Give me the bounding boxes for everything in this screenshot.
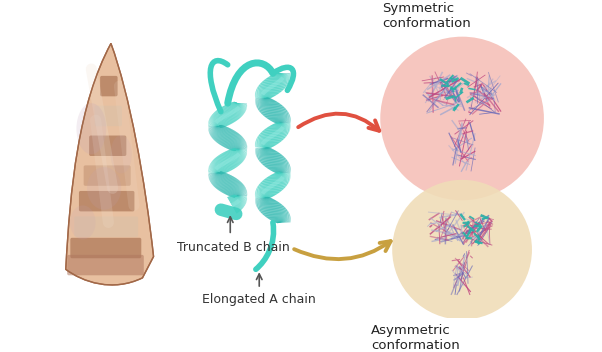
Circle shape [380,37,544,200]
Text: Elongated A chain: Elongated A chain [202,293,316,306]
FancyBboxPatch shape [74,216,138,237]
FancyBboxPatch shape [95,106,122,126]
Text: Symmetric
conformation: Symmetric conformation [382,2,471,30]
Ellipse shape [70,206,96,239]
PathPatch shape [66,44,154,285]
Text: Asymmetric
conformation: Asymmetric conformation [371,324,460,352]
FancyBboxPatch shape [100,76,117,96]
Ellipse shape [87,167,121,210]
FancyBboxPatch shape [67,255,144,275]
FancyBboxPatch shape [79,191,134,212]
Circle shape [392,180,532,320]
FancyBboxPatch shape [84,165,131,186]
Ellipse shape [111,135,132,174]
Text: Truncated B chain: Truncated B chain [176,241,290,254]
Ellipse shape [76,103,107,154]
FancyBboxPatch shape [89,136,126,156]
FancyBboxPatch shape [70,238,141,258]
